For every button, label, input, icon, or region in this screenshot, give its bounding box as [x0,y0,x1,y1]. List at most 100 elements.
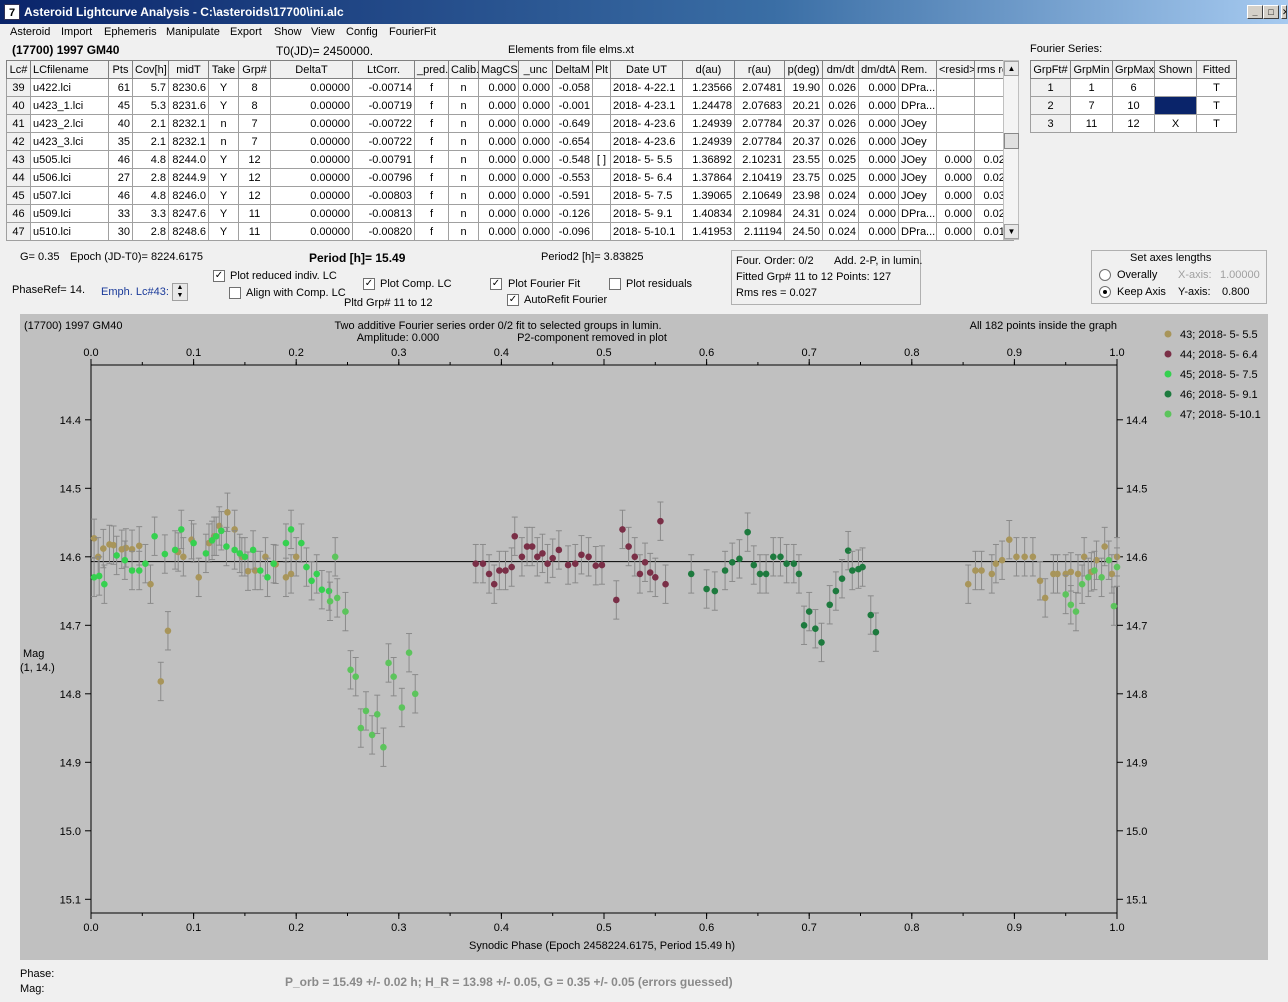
table-cell[interactable]: 0.000 [478,168,519,187]
table-cell[interactable]: 0.000 [936,186,975,205]
table-cell[interactable]: 12 [238,168,271,187]
table-cell[interactable]: 24.31 [784,204,823,223]
table-cell[interactable]: 0.000 [478,150,519,169]
table-cell[interactable]: 2.8 [132,168,169,187]
table-cell[interactable]: u510.lci [30,222,109,241]
table-cell[interactable]: 0.026 [822,132,859,151]
menu-export[interactable]: Export [230,26,262,38]
table-cell[interactable]: 19.90 [784,78,823,97]
table-cell[interactable]: u423_1.lci [30,96,109,115]
fourier-cell[interactable]: 12 [1112,114,1155,133]
table-row[interactable]: 40 u423_1.lci 45 5.3 8231.6 Y 8 0.00000 -0.00719… [6,96,1014,115]
table-cell[interactable]: -0.00719 [352,96,415,115]
column-header[interactable]: _unc [518,60,553,79]
table-cell[interactable]: -0.00791 [352,150,415,169]
table-cell[interactable]: 0.000 [478,114,519,133]
fourier-cell[interactable] [1154,96,1197,115]
table-cell[interactable]: [ ] [592,150,611,169]
column-header[interactable]: DeltaT [270,60,353,79]
table-cell[interactable]: 0.024 [822,222,859,241]
table-cell[interactable]: 0.000 [858,150,899,169]
table-cell[interactable] [936,78,975,97]
table-cell[interactable]: JOey [898,150,937,169]
table-cell[interactable]: 1.24939 [682,114,735,133]
table-scrollbar[interactable]: ▲ ▼ [1003,60,1019,240]
table-cell[interactable]: 2018- 5- 6.4 [610,168,683,187]
table-cell[interactable]: 2018- 4-23.6 [610,114,683,133]
table-cell[interactable]: 12 [238,186,271,205]
table-cell[interactable]: 0.000 [858,186,899,205]
plot-comp-checkbox[interactable]: ✓ [363,278,375,290]
table-cell[interactable]: -0.654 [552,132,593,151]
column-header[interactable]: Pts [108,60,133,79]
table-row[interactable]: 44 u506.lci 27 2.8 8244.9 Y 12 0.00000 -0.00796 f… [6,168,1014,187]
table-cell[interactable]: -0.548 [552,150,593,169]
table-cell[interactable]: f [414,186,449,205]
column-header[interactable]: Calib. [448,60,479,79]
plot-residuals-checkbox[interactable] [609,278,621,290]
table-cell[interactable]: 23.55 [784,150,823,169]
table-cell[interactable]: 8246.0 [168,186,209,205]
column-header[interactable]: _pred. [414,60,449,79]
column-header[interactable]: MagCS [478,60,519,79]
table-cell[interactable] [936,132,975,151]
table-cell[interactable]: 0.000 [936,150,975,169]
period-value[interactable]: Period [h]= 15.49 [309,251,406,265]
table-cell[interactable]: 61 [108,78,133,97]
table-cell[interactable]: Y [208,96,239,115]
table-cell[interactable]: 11 [238,204,271,223]
table-cell[interactable]: Y [208,150,239,169]
table-cell[interactable]: 8247.6 [168,204,209,223]
table-cell[interactable]: n [448,204,479,223]
phaseref-value[interactable]: PhaseRef= 14. [12,284,86,296]
fourier-cell[interactable]: 6 [1112,78,1155,97]
table-row[interactable]: 45 u507.lci 46 4.8 8246.0 Y 12 0.00000 -0.00803 f… [6,186,1014,205]
table-cell[interactable]: 2018- 5- 9.1 [610,204,683,223]
table-cell[interactable]: 0.000 [518,114,553,133]
table-cell[interactable]: 2.1 [132,114,169,133]
table-cell[interactable]: 2.10984 [734,204,785,223]
table-cell[interactable]: n [208,132,239,151]
table-cell[interactable]: 40 [108,114,133,133]
table-cell[interactable]: 27 [108,168,133,187]
table-cell[interactable]: 0.00000 [270,132,353,151]
table-cell[interactable]: Y [208,204,239,223]
fourier-row[interactable]: 3 11 12 X T [1030,114,1237,133]
epoch-value[interactable]: Epoch (JD-T0)= 8224.6175 [70,251,203,263]
emphasize-lc-spinner[interactable]: ▲ ▼ [172,283,188,301]
table-cell[interactable]: -0.00820 [352,222,415,241]
table-cell[interactable]: -0.001 [552,96,593,115]
table-cell[interactable]: 0.026 [822,78,859,97]
fourier-cell[interactable]: 10 [1112,96,1155,115]
period2-value[interactable]: Period2 [h]= 3.83825 [541,251,644,263]
table-cell[interactable]: -0.591 [552,186,593,205]
table-cell[interactable]: 2018- 4-22.1 [610,78,683,97]
table-cell[interactable]: 2.11194 [734,222,785,241]
table-cell[interactable]: 0.026 [822,114,859,133]
table-cell[interactable] [936,114,975,133]
overally-radio[interactable] [1099,269,1111,281]
table-cell[interactable]: 8232.1 [168,114,209,133]
column-header[interactable]: LtCorr. [352,60,415,79]
table-cell[interactable]: 8 [238,78,271,97]
fourier-cell[interactable]: 1 [1070,78,1113,97]
table-cell[interactable]: 0.000 [478,96,519,115]
table-cell[interactable]: 33 [108,204,133,223]
table-cell[interactable]: DPra... [898,96,937,115]
table-cell[interactable]: 0.000 [518,222,553,241]
table-cell[interactable]: 0.000 [518,186,553,205]
table-cell[interactable]: -0.649 [552,114,593,133]
table-cell[interactable] [592,204,611,223]
column-header[interactable]: Plt [592,60,611,79]
table-cell[interactable]: 0.000 [478,186,519,205]
table-cell[interactable]: 0.000 [518,168,553,187]
fourier-row-number[interactable]: 2 [1030,96,1071,115]
table-cell[interactable]: u509.lci [30,204,109,223]
scroll-thumb[interactable] [1004,133,1019,149]
table-cell[interactable]: 0.025 [822,150,859,169]
menu-fourierfit[interactable]: FourierFit [389,26,437,38]
table-cell[interactable]: 0.00000 [270,222,353,241]
plot-fourier-checkbox[interactable]: ✓ [490,278,502,290]
table-cell[interactable]: 2018- 5- 5.5 [610,150,683,169]
column-header[interactable]: Take [208,60,239,79]
